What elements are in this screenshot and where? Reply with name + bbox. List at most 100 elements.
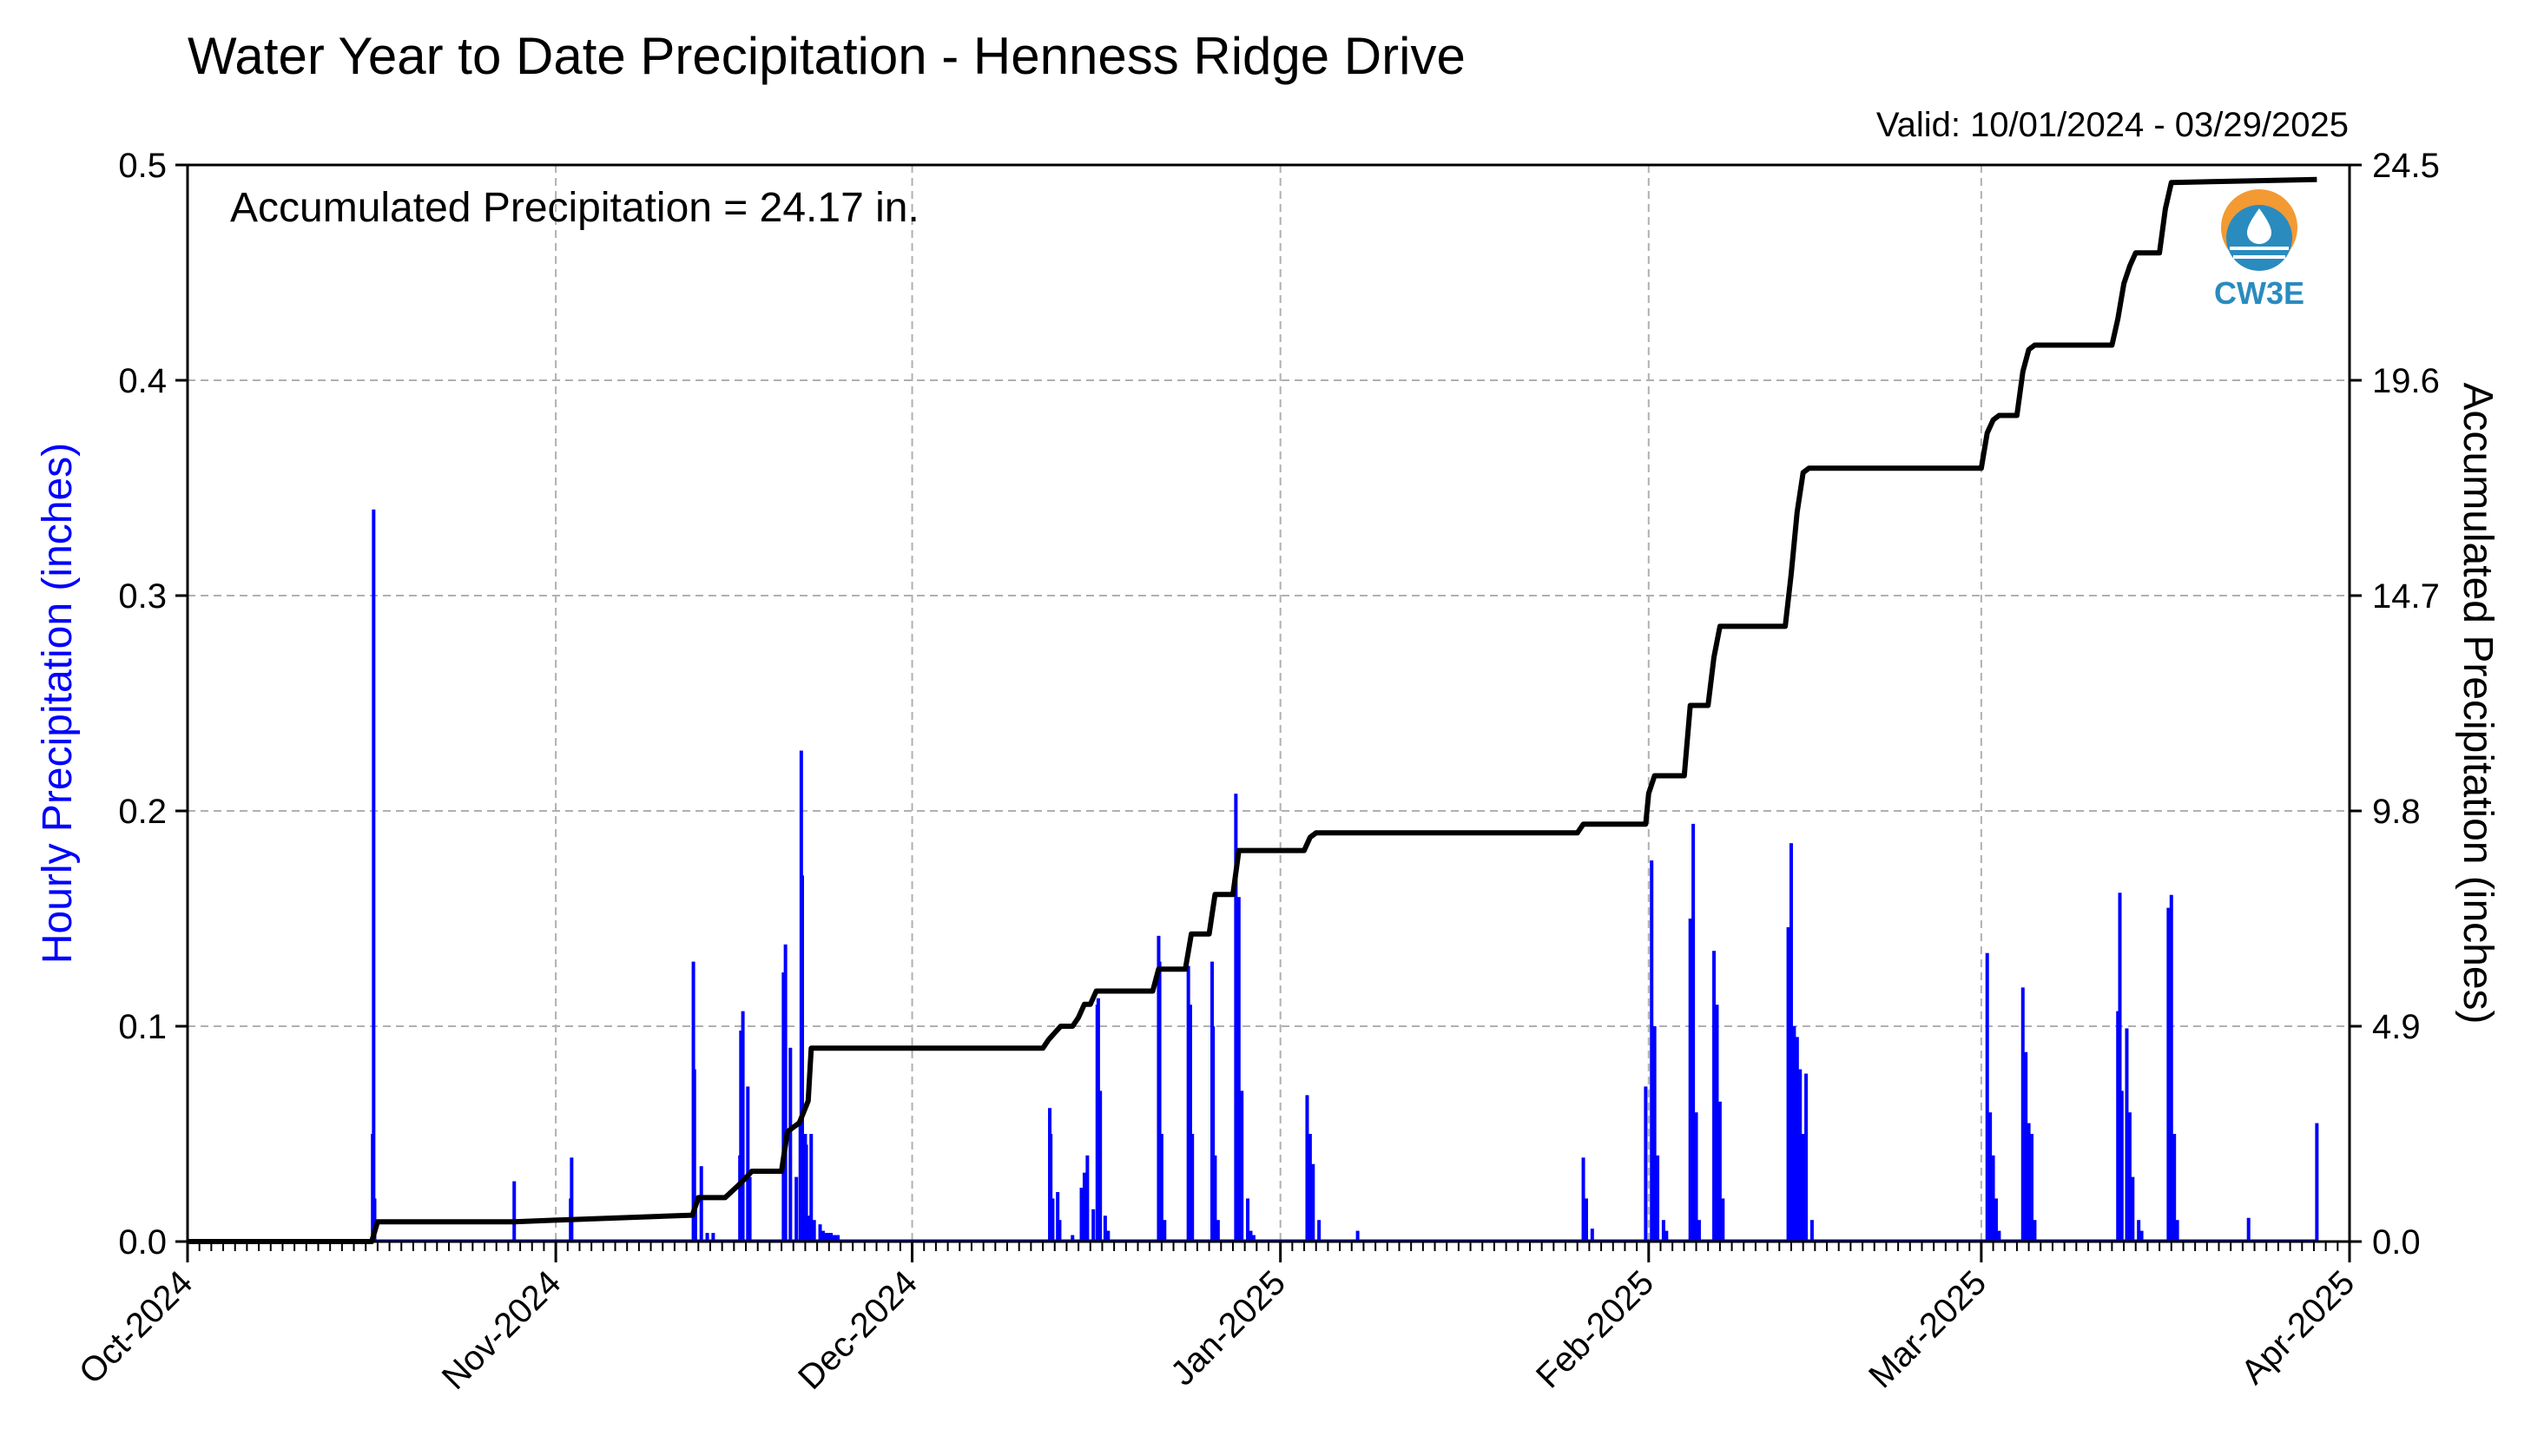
hourly-bar: [1991, 1155, 1995, 1242]
hourly-bar: [1240, 1090, 1244, 1242]
hourly-bar: [2127, 1112, 2132, 1242]
hourly-bar: [692, 1069, 696, 1242]
hourly-bar: [832, 1235, 836, 1242]
hourly-bar: [2024, 1051, 2028, 1242]
hourly-bar: [1688, 919, 1692, 1242]
hourly-bar: [1249, 1230, 1253, 1242]
hourly-bar: [1305, 1095, 1309, 1242]
chart-title: Water Year to Date Precipitation - Henne…: [188, 27, 1466, 85]
hourly-bar: [2166, 907, 2171, 1242]
x-tick-label: Apr-2025: [2234, 1263, 2362, 1391]
hourly-bar: [1157, 961, 1162, 1242]
hourly-bar: [1058, 1220, 1062, 1242]
hourly-bar: [1691, 823, 1696, 1242]
hourly-bar: [2169, 894, 2173, 1242]
y-tick-label: 0.4: [118, 362, 167, 400]
hourly-bar: [2172, 1134, 2177, 1242]
hourly-bar: [1211, 1026, 1216, 1242]
hourly-bar: [1694, 1112, 1698, 1242]
hourly-bar: [1317, 1220, 1322, 1242]
y-tick-label: 0.5: [118, 147, 167, 185]
hourly-bar: [741, 1011, 745, 1242]
hourly-bar: [809, 1134, 814, 1242]
hourly-bar: [1801, 1134, 1805, 1242]
x-tick-label: Mar-2025: [1862, 1263, 1994, 1395]
hourly-bar: [1652, 1026, 1657, 1242]
hourly-bar: [748, 1176, 752, 1242]
hourly-bar: [1311, 1163, 1315, 1242]
hourly-bar: [1071, 1235, 1075, 1242]
hourly-bar: [824, 1233, 828, 1242]
accumulated-total-label: Accumulated Precipitation = 24.17 in.: [230, 185, 919, 231]
hourly-bar: [1098, 1090, 1103, 1242]
hourly-bar: [1786, 926, 1790, 1242]
hourly-bar: [1308, 1134, 1312, 1242]
hourly-bar: [1650, 860, 1654, 1242]
hourly-bar: [2116, 1011, 2120, 1242]
y-tick-label: 0.1: [118, 1008, 167, 1046]
hourly-bar: [1795, 1037, 1799, 1242]
hourly-bar: [1789, 843, 1793, 1242]
hourly-bar: [1809, 1220, 1814, 1242]
hourly-bar: [2137, 1220, 2141, 1242]
hourly-bar: [1091, 1209, 1096, 1242]
y-axis-label-left: Hourly Precipitation (inches): [35, 443, 81, 964]
hourly-bar: [1661, 1220, 1665, 1242]
hourly-bar: [1997, 1230, 2001, 1242]
hourly-bar: [1049, 1134, 1053, 1242]
hourly-bar: [705, 1233, 709, 1242]
hourly-bar: [699, 1166, 703, 1242]
hourly-bar: [1051, 1198, 1055, 1242]
x-tick-label: Nov-2024: [435, 1263, 569, 1397]
valid-date-range: Valid: 10/01/2024 - 03/29/2025: [1875, 106, 2349, 144]
hourly-bar: [1804, 1073, 1809, 1242]
hourly-bar: [1236, 897, 1241, 1242]
hourly-bar: [1988, 1112, 1993, 1242]
hourly-bar: [783, 944, 788, 1242]
hourly-bar: [1188, 1005, 1192, 1242]
hourly-bar: [1792, 1026, 1796, 1242]
hourly-bar: [1159, 1134, 1163, 1242]
hourly-bar: [746, 1086, 750, 1242]
hourly-bar: [2315, 1123, 2319, 1242]
hourly-bar: [818, 1224, 822, 1242]
hourly-bar: [570, 1157, 574, 1242]
y2-tick-label: 19.6: [2372, 362, 2440, 400]
hourly-bar: [1216, 1220, 1220, 1242]
x-tick-label: Dec-2024: [791, 1263, 925, 1397]
logo-text: CW3E: [2214, 275, 2304, 311]
hourly-bar: [1717, 1101, 1722, 1242]
hourly-bar: [1234, 794, 1238, 1242]
grid-layer: [188, 165, 2350, 1242]
hourly-bar: [2118, 893, 2122, 1242]
hourly-bar: [1712, 951, 1717, 1242]
hourly-bar: [1186, 965, 1190, 1242]
hourly-bar: [1079, 1188, 1084, 1242]
hourly-bar: [1581, 1157, 1585, 1242]
hourly-bar: [1798, 1069, 1803, 1242]
y2-tick-label: 14.7: [2372, 577, 2440, 616]
hourly-bar: [1251, 1235, 1256, 1242]
hourly-bar: [794, 1176, 799, 1242]
hourly-bar: [821, 1230, 825, 1242]
hourly-bar: [2175, 1220, 2179, 1242]
hourly-bar: [1163, 1220, 1167, 1242]
hourly-bar: [2125, 1028, 2129, 1242]
hourly-bar: [2020, 987, 2025, 1242]
x-tick-label: Feb-2025: [1529, 1263, 1661, 1395]
cw3e-logo: CW3E: [2214, 189, 2304, 311]
hourly-bar: [693, 1198, 697, 1242]
hourly-bar: [512, 1181, 517, 1242]
y-tick-label: 0.2: [118, 793, 167, 831]
hourly-bar: [788, 1047, 793, 1242]
hourly-bar: [1085, 1155, 1090, 1242]
hourly-bar: [2119, 1090, 2124, 1242]
hourly-bar: [1985, 952, 1989, 1242]
hourly-bar: [2033, 1220, 2037, 1242]
hourly-bar: [2131, 1176, 2135, 1242]
hourly-bar: [1106, 1230, 1111, 1242]
hourly-bar: [830, 1235, 834, 1242]
hourly-bar: [1994, 1198, 1998, 1242]
hourly-bar: [372, 1198, 377, 1242]
